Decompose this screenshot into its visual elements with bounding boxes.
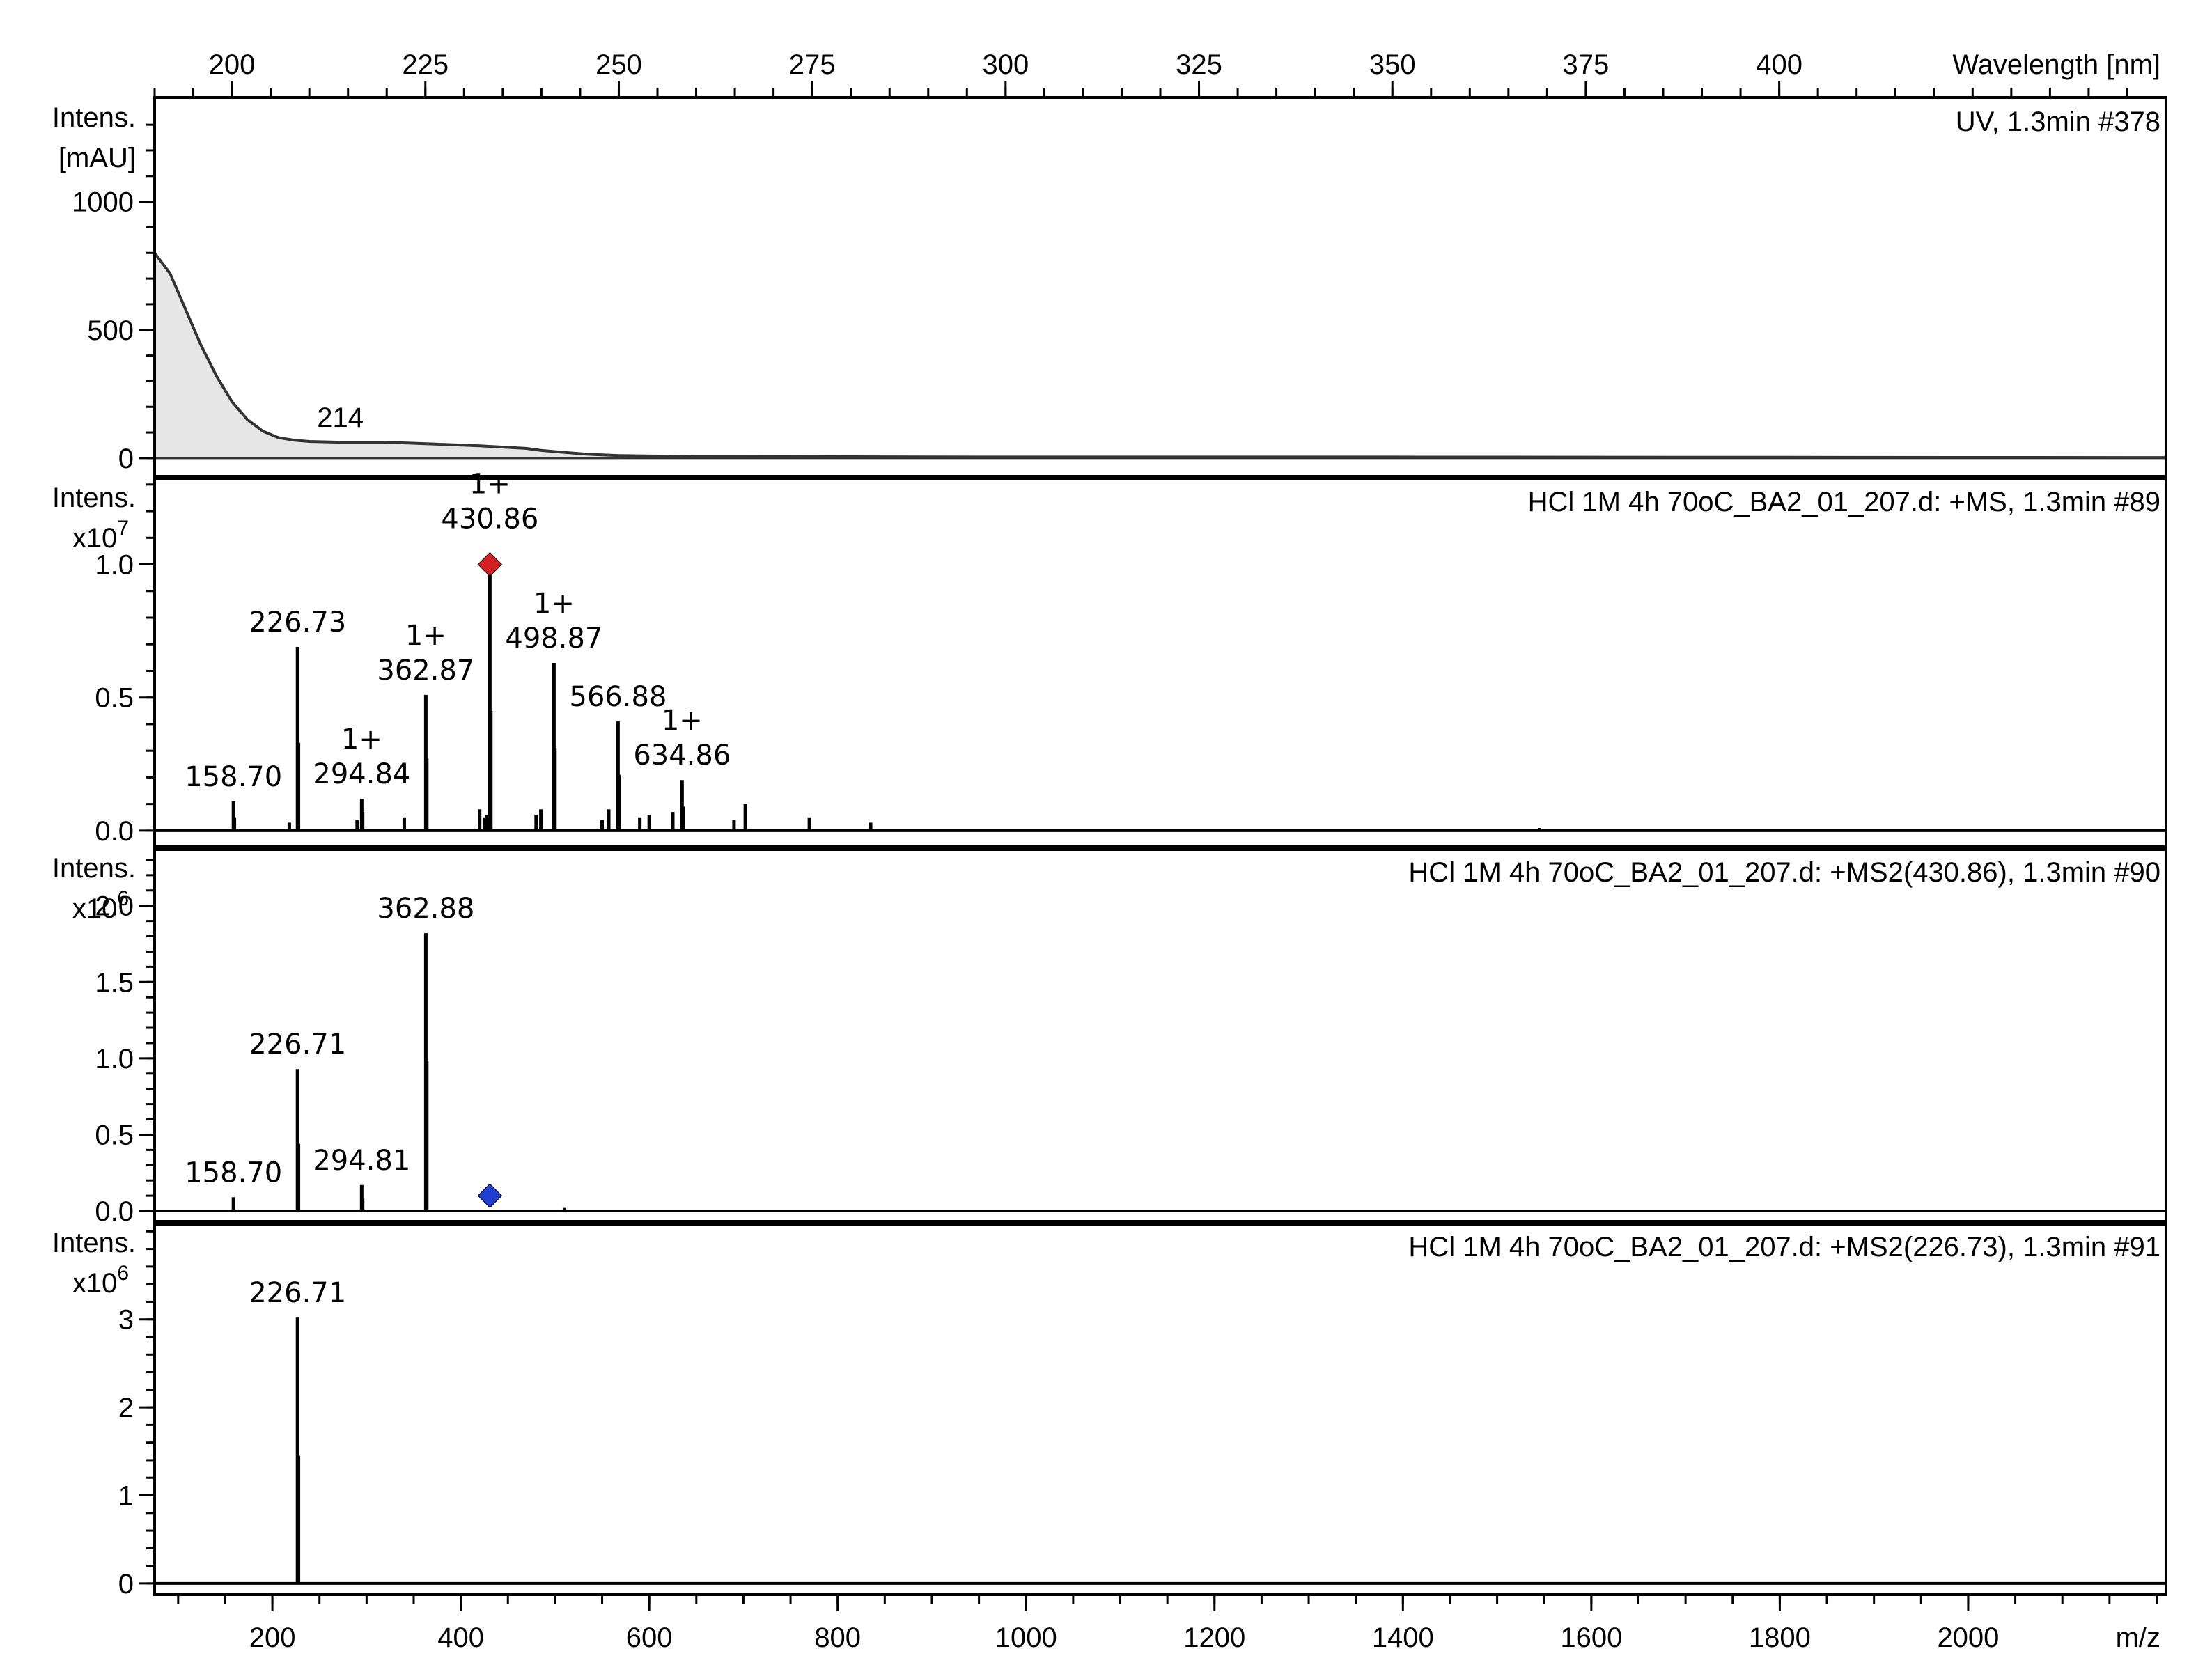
x-tick-label: 400 bbox=[437, 1622, 484, 1653]
y-tick-label: 500 bbox=[87, 315, 134, 346]
y-tick-label: 0.0 bbox=[95, 1196, 134, 1227]
x-tick-label: 800 bbox=[814, 1622, 861, 1653]
top-tick-label: 300 bbox=[982, 49, 1029, 80]
peak-mz-label: 634.86 bbox=[633, 740, 731, 772]
panel-title-3: HCl 1M 4h 70oC_BA2_01_207.d: +MS2(226.73… bbox=[1408, 1232, 2160, 1262]
uv-peak-label: 214 bbox=[317, 402, 364, 433]
y-tick-label: 2 bbox=[118, 1393, 134, 1423]
peak-mz-label: 158.70 bbox=[185, 1157, 282, 1189]
precursor-marker-diamond bbox=[477, 552, 503, 577]
charge-state-label: 1+ bbox=[405, 620, 446, 652]
top-tick-label: 350 bbox=[1369, 49, 1416, 80]
y-axis-label-intens: Intens. bbox=[52, 102, 136, 133]
peak-mz-label: 226.71 bbox=[249, 1277, 346, 1309]
y-axis-label-intens: Intens. bbox=[52, 853, 136, 884]
x-axis-title: m/z bbox=[2116, 1622, 2160, 1653]
x-tick-label: 200 bbox=[249, 1622, 296, 1653]
y-axis-scale-label: x107 bbox=[72, 517, 129, 554]
charge-state-label: 1+ bbox=[662, 705, 703, 737]
top-tick-label: 200 bbox=[209, 49, 256, 80]
top-axis-title: Wavelength [nm] bbox=[1952, 49, 2160, 80]
y-tick-label: 0.5 bbox=[95, 1120, 134, 1150]
x-tick-label: 1200 bbox=[1183, 1622, 1245, 1653]
y-tick-label: 1.0 bbox=[95, 550, 134, 581]
y-axis-label-intens: Intens. bbox=[52, 1228, 136, 1258]
y-axis-unit-label: [mAU] bbox=[59, 143, 136, 173]
x-tick-label: 2000 bbox=[1937, 1622, 1999, 1653]
peak-mz-label: 430.86 bbox=[441, 503, 538, 535]
top-tick-label: 275 bbox=[789, 49, 836, 80]
panel-title-2: HCl 1M 4h 70oC_BA2_01_207.d: +MS2(430.86… bbox=[1408, 857, 2160, 888]
panel-divider bbox=[155, 475, 2166, 480]
y-tick-label: 1 bbox=[118, 1480, 134, 1511]
peak-mz-label: 498.87 bbox=[505, 623, 602, 655]
y-axis-label-intens: Intens. bbox=[52, 483, 136, 513]
top-tick-label: 250 bbox=[595, 49, 642, 80]
peak-mz-label: 294.84 bbox=[313, 758, 410, 790]
peak-mz-label: 226.71 bbox=[249, 1028, 346, 1061]
x-tick-label: 1800 bbox=[1749, 1622, 1811, 1653]
y-tick-label: 3 bbox=[118, 1305, 134, 1336]
panel-divider bbox=[155, 845, 2166, 851]
y-tick-label: 1000 bbox=[72, 187, 134, 218]
peak-mz-label: 362.87 bbox=[377, 655, 474, 687]
y-axis-scale-label: x106 bbox=[72, 1262, 129, 1299]
peak-mz-label: 566.88 bbox=[569, 681, 667, 713]
x-tick-label: 1000 bbox=[995, 1622, 1057, 1653]
uv-spectrum-line bbox=[153, 252, 2167, 460]
top-tick-label: 225 bbox=[402, 49, 449, 80]
top-tick-label: 400 bbox=[1756, 49, 1802, 80]
x-tick-label: 1400 bbox=[1372, 1622, 1434, 1653]
y-tick-label: 0 bbox=[118, 444, 134, 474]
y-axis-scale-label: x106 bbox=[72, 887, 129, 924]
peak-mz-label: 294.81 bbox=[313, 1145, 410, 1177]
x-tick-label: 600 bbox=[626, 1622, 673, 1653]
peak-mz-label: 226.73 bbox=[249, 607, 346, 639]
uv-area-fill bbox=[155, 253, 2166, 458]
panel-divider bbox=[155, 1220, 2166, 1226]
peak-mz-label: 362.88 bbox=[377, 893, 474, 925]
y-tick-label: 0.0 bbox=[95, 816, 134, 847]
charge-state-label: 1+ bbox=[469, 469, 511, 501]
x-tick-label: 1600 bbox=[1560, 1622, 1622, 1653]
y-tick-label: 0 bbox=[118, 1569, 134, 1599]
panel-title-1: HCl 1M 4h 70oC_BA2_01_207.d: +MS, 1.3min… bbox=[1528, 487, 2160, 517]
peak-mz-label: 158.70 bbox=[185, 761, 282, 793]
y-tick-label: 1.0 bbox=[95, 1044, 134, 1074]
panel-title-uv: UV, 1.3min #378 bbox=[1956, 107, 2160, 137]
y-tick-label: 0.5 bbox=[95, 683, 134, 714]
top-tick-label: 325 bbox=[1176, 49, 1222, 80]
charge-state-label: 1+ bbox=[341, 723, 382, 756]
top-tick-label: 375 bbox=[1563, 49, 1610, 80]
y-tick-label: 1.5 bbox=[95, 967, 134, 998]
charge-state-label: 1+ bbox=[533, 588, 575, 620]
y-tick-label: 2.0 bbox=[95, 891, 134, 922]
precursor-marker-diamond bbox=[477, 1183, 503, 1208]
